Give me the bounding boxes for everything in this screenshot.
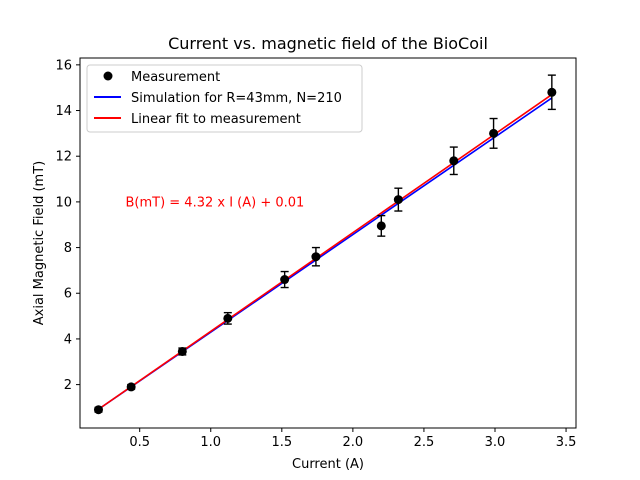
y-tick-label: 4 bbox=[64, 332, 72, 347]
legend-box bbox=[86, 64, 363, 133]
x-tick-label: 1.0 bbox=[200, 435, 221, 450]
measurement-point bbox=[311, 252, 321, 262]
y-axis-ticks: 2 4 6 8 10 12 14 16 bbox=[55, 58, 80, 393]
x-tick-label: 1.5 bbox=[271, 435, 292, 450]
chart-title: Current vs. magnetic field of the BioCoi… bbox=[168, 34, 488, 53]
linear-fit-line bbox=[98, 93, 553, 410]
measurement-point bbox=[489, 128, 499, 138]
y-tick-label: 8 bbox=[64, 241, 72, 256]
x-tick-label: 3.0 bbox=[485, 435, 506, 450]
measurement-point bbox=[393, 195, 403, 205]
measurement-point bbox=[280, 275, 290, 285]
measurement-point bbox=[376, 221, 386, 231]
measurement-point bbox=[126, 382, 136, 392]
x-tick-label: 2.5 bbox=[414, 435, 435, 450]
x-axis-ticks: 0.5 1.0 1.5 2.0 2.5 3.0 3.5 bbox=[129, 428, 576, 450]
plot-area-frame bbox=[79, 57, 577, 429]
legend-label-simulation: Simulation for R=43mm, N=210 bbox=[131, 91, 342, 106]
y-tick-label: 12 bbox=[55, 150, 72, 165]
y-tick-label: 16 bbox=[55, 58, 72, 73]
legend-marker-measurement bbox=[103, 71, 113, 81]
x-tick-label: 3.5 bbox=[556, 435, 577, 450]
measurement-point bbox=[449, 156, 459, 166]
y-tick-label: 2 bbox=[64, 378, 72, 393]
legend-label-linear-fit: Linear fit to measurement bbox=[131, 112, 301, 127]
fit-equation-annotation: B(mT) = 4.32 x I (A) + 0.01 bbox=[125, 195, 304, 210]
x-tick-label: 2.0 bbox=[343, 435, 364, 450]
measurement-point bbox=[547, 87, 557, 97]
y-tick-label: 14 bbox=[55, 104, 72, 119]
x-axis-label: Current (A) bbox=[292, 457, 364, 472]
fit-lines bbox=[98, 93, 553, 410]
measurement-point bbox=[93, 405, 103, 415]
legend: Measurement Simulation for R=43mm, N=210… bbox=[86, 64, 363, 133]
measurement-point bbox=[223, 313, 233, 323]
y-tick-label: 10 bbox=[55, 195, 72, 210]
legend-label-measurement: Measurement bbox=[131, 70, 220, 85]
y-axis-label: Axial Magnetic Field (mT) bbox=[32, 161, 47, 325]
x-tick-label: 0.5 bbox=[129, 435, 150, 450]
measurement-markers bbox=[93, 74, 557, 415]
y-tick-label: 6 bbox=[64, 287, 72, 302]
measurement-point bbox=[177, 346, 187, 356]
